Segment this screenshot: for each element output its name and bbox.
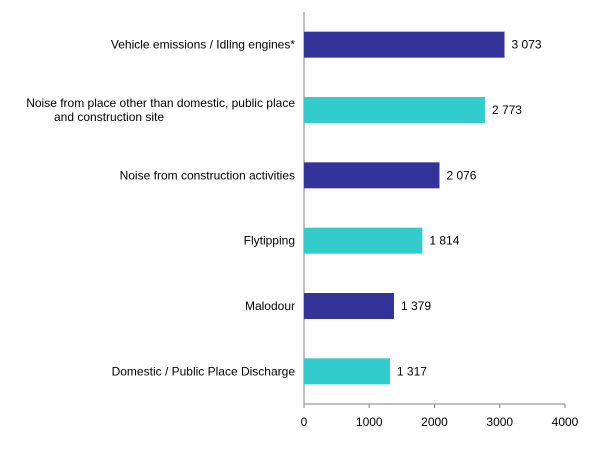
- category-label: Noise from construction activities: [120, 168, 295, 182]
- category-label: Flytipping: [244, 234, 295, 248]
- value-label: 2 773: [492, 103, 522, 117]
- category-label-line: and construction site: [54, 110, 164, 124]
- category-label-line: Domestic / Public Place Discharge: [112, 364, 296, 378]
- value-label: 3 073: [512, 38, 542, 52]
- category-label-line: Malodour: [245, 299, 295, 313]
- bar: [304, 358, 390, 385]
- bar: [304, 162, 440, 189]
- value-label: 1 379: [401, 299, 431, 313]
- x-tick-label: 2000: [421, 415, 448, 429]
- category-label-line: Vehicle emissions / Idling engines*: [111, 38, 295, 52]
- category-label: Domestic / Public Place Discharge: [112, 364, 296, 378]
- x-tick-label: 1000: [356, 415, 383, 429]
- value-label: 1 814: [429, 234, 459, 248]
- bar: [304, 293, 394, 319]
- category-label-line: Noise from place other than domestic, pu…: [26, 96, 295, 110]
- bar: [304, 97, 485, 123]
- value-labels: 3 073 2 773 2 076 1 814 1 379 1 317: [397, 38, 542, 379]
- category-label: Malodour: [245, 299, 295, 313]
- category-label: Vehicle emissions / Idling engines*: [111, 38, 295, 52]
- value-label: 2 076: [446, 168, 476, 182]
- bars-group: [304, 31, 505, 385]
- category-label-line: Noise from construction activities: [120, 168, 295, 182]
- x-tick-label: 4000: [552, 415, 579, 429]
- x-tick-label: 0: [301, 415, 308, 429]
- category-labels: Vehicle emissions / Idling engines* Noise…: [26, 38, 295, 379]
- category-label: Noise from place other than domestic, pu…: [26, 96, 295, 124]
- x-ticks: 0 1000 2000 3000 4000: [301, 404, 579, 429]
- value-label: 1 317: [397, 364, 427, 378]
- bar: [304, 227, 423, 254]
- category-label-line: Flytipping: [244, 234, 295, 248]
- bar: [304, 31, 505, 58]
- x-tick-label: 3000: [486, 415, 513, 429]
